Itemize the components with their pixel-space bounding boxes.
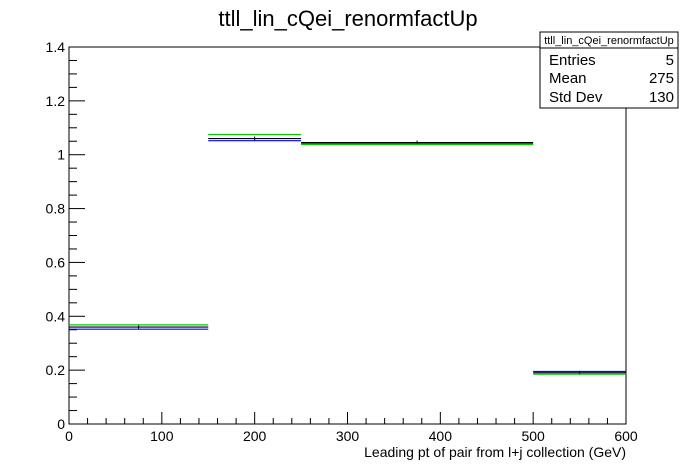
stats-mean-value: 275 bbox=[649, 70, 674, 87]
stats-stddev-label: Std Dev bbox=[549, 89, 603, 106]
y-tick-label: 1.2 bbox=[46, 93, 66, 109]
x-tick-label: 200 bbox=[243, 428, 267, 444]
y-axis: 0 0.2 0.4 0.6 0.8 1 1.2 1.4 bbox=[46, 39, 85, 432]
stats-box-title: ttll_lin_cQei_renormfactUp bbox=[544, 35, 674, 47]
y-tick-label: 0 bbox=[57, 416, 65, 432]
stats-entries-label: Entries bbox=[549, 52, 596, 69]
x-axis: 0 100 200 300 400 500 600 bbox=[65, 412, 638, 444]
x-tick-label: 400 bbox=[429, 428, 453, 444]
y-tick-label: 0.2 bbox=[46, 362, 66, 378]
stats-mean-label: Mean bbox=[549, 70, 587, 87]
chart-title: ttll_lin_cQei_renormfactUp bbox=[218, 6, 477, 31]
x-tick-label: 100 bbox=[150, 428, 174, 444]
y-tick-label: 1 bbox=[57, 147, 65, 163]
x-tick-label: 0 bbox=[65, 428, 73, 444]
stats-box-frame bbox=[539, 31, 679, 109]
x-tick-label: 300 bbox=[336, 428, 360, 444]
stats-entries-value: 5 bbox=[666, 52, 674, 69]
y-tick-label: 1.4 bbox=[46, 39, 66, 55]
x-tick-label: 500 bbox=[521, 428, 545, 444]
histogram-bars bbox=[69, 133, 626, 375]
y-tick-label: 0.8 bbox=[46, 201, 66, 217]
x-tick-label: 600 bbox=[614, 428, 638, 444]
x-axis-label: Leading pt of pair from l+j collection (… bbox=[364, 444, 626, 460]
stats-box: ttll_lin_cQei_renormfactUp Entries 5 Mea… bbox=[539, 31, 679, 109]
stats-stddev-value: 130 bbox=[649, 89, 674, 106]
y-tick-label: 0.6 bbox=[46, 254, 66, 270]
y-tick-label: 0.4 bbox=[46, 308, 66, 324]
